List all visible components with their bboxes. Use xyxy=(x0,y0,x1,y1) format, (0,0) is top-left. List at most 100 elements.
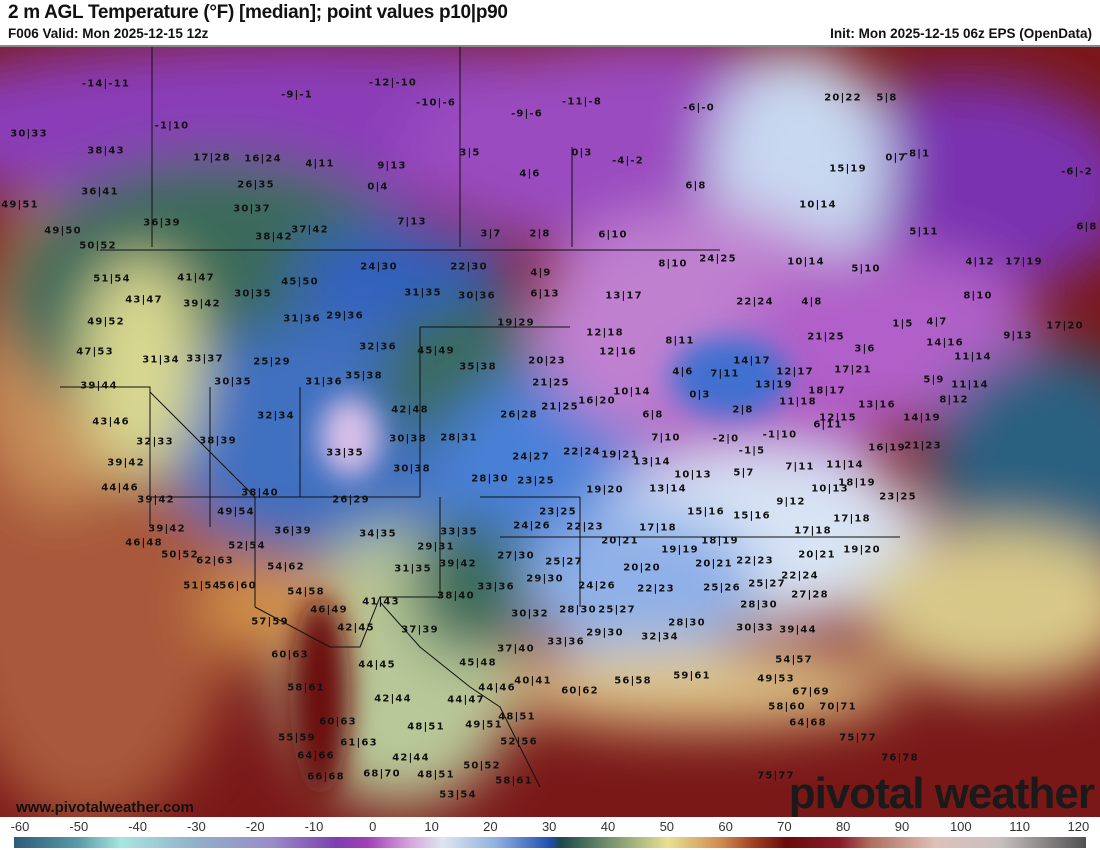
point-value: 10|14 xyxy=(613,386,651,398)
point-value: 56|58 xyxy=(614,675,652,687)
point-value: -11|-8 xyxy=(561,96,603,108)
point-value: 46|48 xyxy=(125,537,163,549)
valid-time: F006 Valid: Mon 2025-12-15 12z xyxy=(8,26,209,41)
colorbar-tick-label: 20 xyxy=(483,819,498,834)
point-value: 47|53 xyxy=(76,346,114,358)
point-value: 30|37 xyxy=(233,203,271,215)
colorbar-tick-label: 70 xyxy=(777,819,792,834)
point-value: -14|-11 xyxy=(81,78,131,90)
point-value: 6|13 xyxy=(530,288,560,300)
point-value: 13|14 xyxy=(649,483,687,495)
point-value: 38|39 xyxy=(199,435,237,447)
point-value: 44|46 xyxy=(101,482,139,494)
point-value: 29|31 xyxy=(417,541,455,553)
point-value: 13|17 xyxy=(605,290,643,302)
point-value: 24|25 xyxy=(699,253,737,265)
point-value: 18|17 xyxy=(808,385,846,397)
colorbar-tick-label: -50 xyxy=(69,819,89,834)
point-value: -10|-6 xyxy=(415,97,457,109)
point-value: 48|51 xyxy=(407,721,445,733)
point-value: 22|24 xyxy=(563,446,601,458)
point-value: 9|13 xyxy=(377,160,407,172)
point-value: 60|63 xyxy=(271,649,309,661)
point-value: 33|35 xyxy=(326,447,364,459)
point-value: 20|20 xyxy=(623,562,661,574)
point-value: 49|50 xyxy=(44,225,82,237)
point-value: 19|20 xyxy=(843,544,881,556)
point-value: 21|25 xyxy=(807,331,845,343)
point-value: 37|42 xyxy=(291,224,329,236)
point-value: 0|4 xyxy=(367,181,389,193)
point-value: 42|44 xyxy=(392,752,430,764)
point-value: 43|47 xyxy=(125,294,163,306)
point-value: 33|36 xyxy=(477,581,515,593)
point-value: 5|11 xyxy=(909,226,939,238)
point-value: 22|23 xyxy=(637,583,675,595)
point-value: 42|48 xyxy=(391,404,429,416)
point-value: -1|5 xyxy=(738,445,766,457)
point-value: 44|45 xyxy=(358,659,396,671)
point-value: 22|24 xyxy=(781,570,819,582)
point-value: 14|16 xyxy=(926,337,964,349)
colorbar-tick-label: 50 xyxy=(659,819,675,834)
point-value: 17|18 xyxy=(794,525,832,537)
point-value: 6|8 xyxy=(685,180,707,192)
point-value: 64|68 xyxy=(789,717,827,729)
point-value: 39|42 xyxy=(107,457,145,469)
point-value: 53|54 xyxy=(439,789,477,801)
colorbar-tick-label: -30 xyxy=(186,819,206,834)
point-value: 20|22 xyxy=(824,92,862,104)
temperature-field xyxy=(0,47,1100,817)
point-value: 6|11 xyxy=(813,419,843,431)
colorbar-tick-label: -20 xyxy=(245,819,265,834)
point-value: 64|66 xyxy=(297,750,335,762)
point-value: 36|41 xyxy=(81,186,119,198)
point-value: 54|62 xyxy=(267,561,305,573)
point-value: -12|-10 xyxy=(368,77,418,89)
point-value: 39|44 xyxy=(779,624,817,636)
map-title: 2 m AGL Temperature (°F) [median]; point… xyxy=(8,2,508,23)
point-value: 4|12 xyxy=(965,256,995,268)
point-value: 36|39 xyxy=(143,217,181,229)
colorbar-tick-label: -40 xyxy=(128,819,147,834)
point-value: 58|61 xyxy=(287,682,325,694)
point-value: 6|10 xyxy=(598,229,628,241)
point-value: 49|51 xyxy=(465,719,503,731)
point-value: -6|-0 xyxy=(683,102,715,114)
point-value: 4|6 xyxy=(519,168,541,180)
colorbar-tick-label: -10 xyxy=(304,819,324,834)
point-value: 24|26 xyxy=(513,520,551,532)
point-value: 32|33 xyxy=(136,436,174,448)
point-value: 38|43 xyxy=(87,145,125,157)
point-value: 0|3 xyxy=(571,147,593,159)
point-value: 39|44 xyxy=(80,380,118,392)
point-value: 5|8 xyxy=(876,92,898,104)
point-value: 5|10 xyxy=(851,263,881,275)
point-value: 60|62 xyxy=(561,685,599,697)
header: 2 m AGL Temperature (°F) [median]; point… xyxy=(0,0,1100,45)
point-value: 8|10 xyxy=(963,290,993,302)
point-value: 17|20 xyxy=(1046,320,1084,332)
point-value: 12|16 xyxy=(599,346,637,358)
point-value: 51|54 xyxy=(93,273,131,285)
point-value: 18|19 xyxy=(838,477,876,489)
point-value: 18|19 xyxy=(701,535,739,547)
point-value: 36|39 xyxy=(274,525,312,537)
point-value: 28|30 xyxy=(668,617,706,629)
point-value: 7|11 xyxy=(785,461,815,473)
point-value: 76|78 xyxy=(881,752,919,764)
point-value: 25|26 xyxy=(703,582,741,594)
point-value: 61|63 xyxy=(340,737,378,749)
point-value: 27|28 xyxy=(791,589,829,601)
colorbar-tick-label: 80 xyxy=(835,819,851,834)
point-value: 15|16 xyxy=(733,510,771,522)
point-value: 29|36 xyxy=(326,310,364,322)
point-value: 2|8 xyxy=(732,404,754,416)
point-value: 31|35 xyxy=(404,287,442,299)
point-value: 75|77 xyxy=(757,770,795,782)
point-value: 43|46 xyxy=(92,416,130,428)
point-value: -1|10 xyxy=(762,429,798,441)
point-value: 48|51 xyxy=(498,711,536,723)
point-value: 41|47 xyxy=(177,272,215,284)
point-value: 8|12 xyxy=(939,394,969,406)
